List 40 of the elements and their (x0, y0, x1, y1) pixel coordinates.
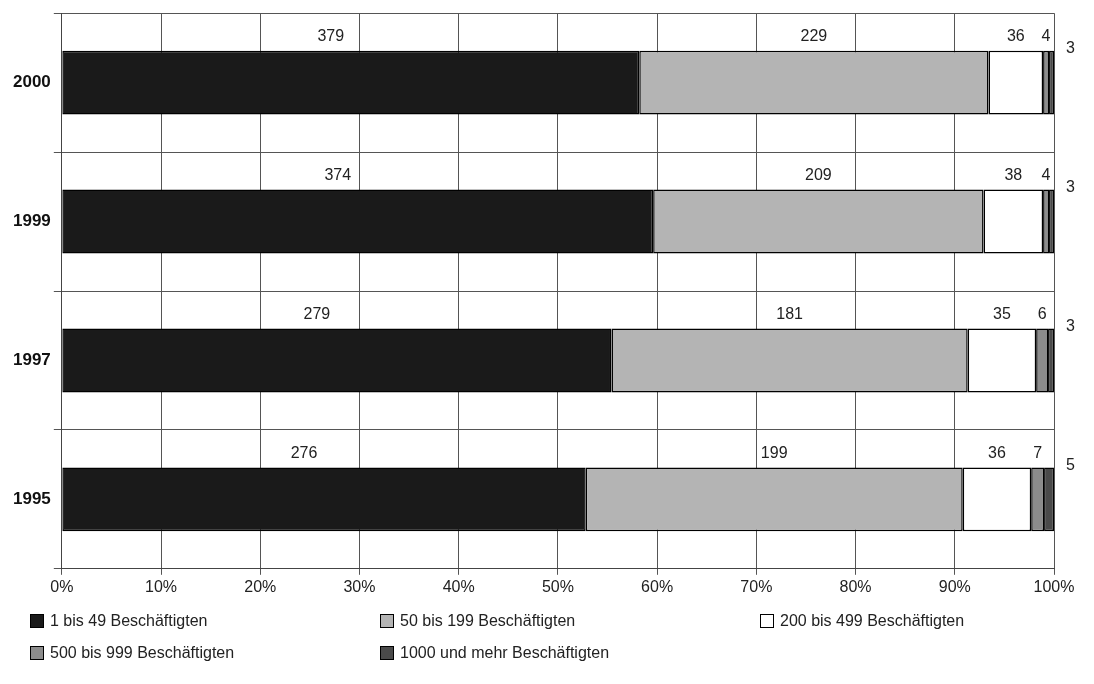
annotation: 209 (805, 166, 832, 184)
annotation: 4 (1041, 27, 1051, 45)
annotation: 4 (1041, 166, 1051, 184)
annotation: 279 (303, 304, 331, 322)
annotation: 181 (776, 304, 804, 322)
legend-label: 500 bis 999 Beschäftigten (50, 644, 235, 662)
text: 3 (1066, 316, 1075, 334)
annotation: 6 (1037, 304, 1047, 322)
annotation: 374 (324, 166, 352, 184)
x-tick-label: 50% (541, 577, 574, 595)
annotation: 229 (800, 27, 828, 45)
legend-label: 1000 und mehr Beschäftigten (400, 644, 610, 662)
annotation: 7 (1033, 443, 1043, 461)
y-tick-label: 1999 (12, 211, 51, 231)
annotation: 379 (317, 27, 345, 45)
x-tick-label: 90% (938, 577, 971, 595)
x-tick-label: 80% (839, 577, 872, 595)
annotation: 276 (290, 443, 318, 461)
text: 3 (1066, 39, 1075, 57)
x-tick-label: 60% (641, 577, 674, 595)
x-tick-label: 10% (145, 577, 178, 595)
annotation: 36 (988, 443, 1006, 461)
legend-label: 50 bis 199 Beschäftigten (400, 612, 576, 630)
x-tick-label: 40% (442, 577, 475, 595)
text: 5 (1066, 455, 1075, 473)
x-tick-label: 0% (50, 577, 74, 595)
annotation: 36 (1006, 27, 1025, 45)
x-tick-label: 30% (343, 577, 376, 595)
legend-label: 200 bis 499 Beschäftigten (780, 612, 965, 630)
y-tick-label: 1995 (12, 489, 51, 509)
annotation: 35 (993, 304, 1011, 322)
y-tick-label: 2000 (12, 72, 51, 92)
text: 3 (1066, 178, 1075, 196)
legend-label: 1 bis 49 Beschäftigten (50, 612, 208, 630)
annotation: 199 (760, 443, 788, 461)
annotation: 38 (1004, 166, 1023, 184)
y-tick-label: 1997 (12, 350, 51, 370)
x-tick-label: 100% (1033, 577, 1075, 595)
x-tick-label: 20% (244, 577, 277, 595)
x-tick-label: 70% (740, 577, 773, 595)
